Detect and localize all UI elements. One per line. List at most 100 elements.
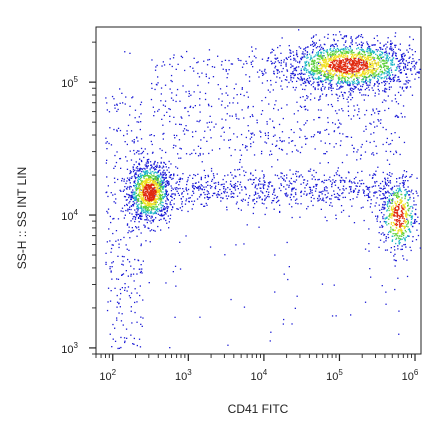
data-point <box>160 200 162 202</box>
data-point <box>131 196 134 198</box>
data-point <box>198 76 201 78</box>
data-point <box>140 214 142 217</box>
data-point <box>268 196 270 198</box>
data-point <box>364 301 367 303</box>
data-point <box>139 103 142 106</box>
data-point <box>248 130 250 132</box>
data-point <box>318 77 320 79</box>
data-point <box>398 204 400 206</box>
data-point <box>135 211 137 213</box>
data-point <box>373 77 376 79</box>
data-point <box>132 343 134 345</box>
data-point <box>259 187 261 189</box>
data-point <box>376 57 378 59</box>
data-point <box>269 181 271 183</box>
data-point <box>143 180 146 182</box>
data-point <box>109 266 111 268</box>
data-point <box>398 242 400 244</box>
data-point <box>221 100 223 102</box>
data-point <box>293 67 295 70</box>
data-point <box>114 165 116 167</box>
data-point <box>391 240 393 242</box>
data-point <box>143 200 145 202</box>
data-point <box>192 67 194 69</box>
data-point <box>409 246 411 248</box>
data-point <box>168 183 170 185</box>
data-point <box>348 73 350 76</box>
data-point <box>384 203 386 205</box>
data-point <box>395 220 397 222</box>
data-point <box>341 108 343 110</box>
data-point <box>189 105 192 107</box>
data-point <box>403 90 405 92</box>
data-point <box>288 186 290 188</box>
data-point <box>394 233 396 235</box>
data-point <box>349 94 351 96</box>
data-point <box>300 84 302 86</box>
data-point <box>261 150 263 153</box>
data-point <box>152 189 154 192</box>
data-point <box>343 91 345 94</box>
data-point <box>155 66 157 68</box>
data-point <box>330 89 333 92</box>
data-point <box>143 176 145 178</box>
data-point <box>240 93 242 95</box>
data-point <box>398 221 401 224</box>
data-point <box>333 70 335 72</box>
data-point <box>164 212 166 214</box>
data-point <box>113 201 115 203</box>
data-point <box>304 99 306 101</box>
data-point <box>160 157 163 159</box>
data-point <box>137 204 139 206</box>
data-point <box>253 194 255 196</box>
data-point <box>111 262 113 264</box>
data-point <box>113 128 115 131</box>
data-point <box>129 200 131 203</box>
data-point <box>189 174 191 177</box>
data-point <box>206 193 208 196</box>
data-point <box>147 178 149 180</box>
data-point <box>370 49 372 51</box>
data-point <box>295 86 297 89</box>
data-point <box>157 179 159 181</box>
data-point <box>153 218 155 221</box>
data-point <box>394 265 396 267</box>
data-point <box>198 181 200 183</box>
data-point <box>213 126 215 128</box>
data-point <box>288 56 290 58</box>
data-point <box>137 207 139 210</box>
data-point <box>247 125 249 127</box>
data-point <box>143 185 145 187</box>
data-point <box>339 69 341 72</box>
data-point <box>390 209 393 211</box>
data-point <box>330 73 332 75</box>
data-point <box>310 93 312 95</box>
data-point <box>163 132 165 135</box>
data-point <box>156 206 158 208</box>
data-point <box>154 165 157 168</box>
data-point <box>140 159 143 162</box>
data-point <box>330 103 333 106</box>
data-point <box>286 153 288 155</box>
data-point <box>400 202 402 204</box>
data-point <box>295 67 297 69</box>
data-point <box>353 115 355 117</box>
data-point <box>152 179 154 181</box>
data-point <box>290 63 292 65</box>
data-point <box>391 199 393 202</box>
data-point <box>137 183 139 185</box>
data-point <box>354 109 356 111</box>
data-point <box>182 188 184 190</box>
data-point <box>370 53 373 55</box>
data-point <box>147 219 149 221</box>
data-point <box>232 177 235 179</box>
data-point <box>266 60 268 62</box>
data-point <box>388 88 391 91</box>
data-point <box>117 239 119 241</box>
data-point <box>135 192 137 194</box>
data-point <box>399 189 401 191</box>
data-point <box>179 147 181 149</box>
data-point <box>145 205 147 208</box>
data-point <box>414 68 416 70</box>
data-point <box>399 224 401 227</box>
